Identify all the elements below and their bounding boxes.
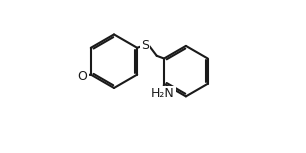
Text: O: O	[77, 70, 87, 83]
Text: H₂N: H₂N	[151, 87, 174, 100]
Text: S: S	[141, 39, 149, 52]
